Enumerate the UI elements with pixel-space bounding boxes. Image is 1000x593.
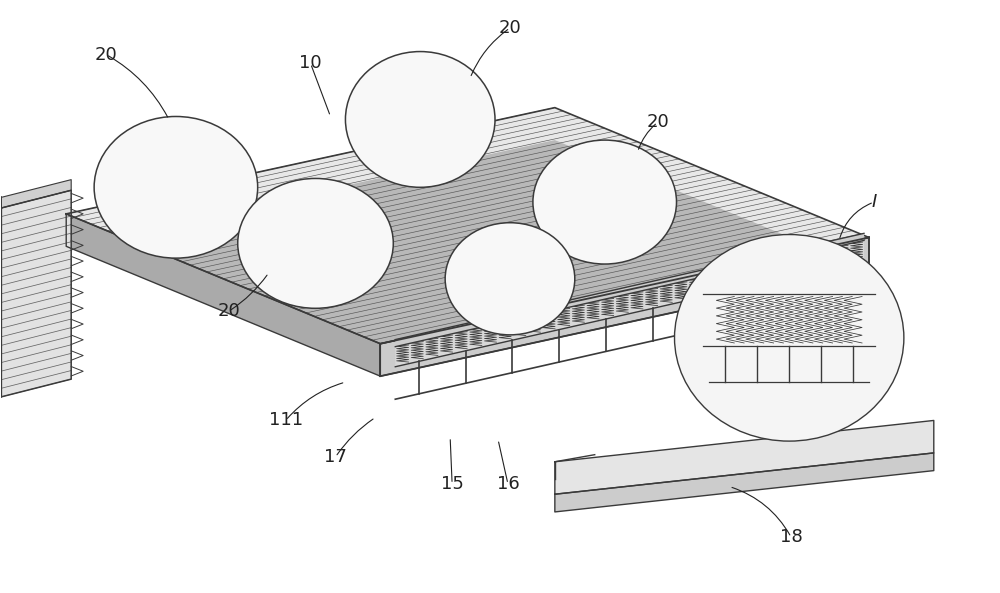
Text: 18: 18 <box>780 528 803 546</box>
Ellipse shape <box>345 52 495 187</box>
Polygon shape <box>380 237 869 376</box>
Polygon shape <box>66 214 380 376</box>
Text: 20: 20 <box>499 19 521 37</box>
Polygon shape <box>395 234 864 347</box>
Text: 16: 16 <box>497 475 519 493</box>
Ellipse shape <box>533 140 677 264</box>
Polygon shape <box>66 107 869 344</box>
Text: I: I <box>871 193 877 211</box>
Text: 20: 20 <box>95 46 117 63</box>
Text: 111: 111 <box>269 412 303 429</box>
Text: 17: 17 <box>324 448 347 466</box>
Polygon shape <box>395 240 864 366</box>
Polygon shape <box>66 140 869 376</box>
Ellipse shape <box>94 116 258 258</box>
Ellipse shape <box>445 223 575 335</box>
Ellipse shape <box>238 178 393 308</box>
Polygon shape <box>555 420 934 494</box>
Polygon shape <box>1 190 71 397</box>
Polygon shape <box>1 180 71 208</box>
Polygon shape <box>555 453 934 512</box>
Ellipse shape <box>675 234 904 441</box>
Text: 20: 20 <box>217 302 240 320</box>
Text: 15: 15 <box>441 475 464 493</box>
Text: 10: 10 <box>299 55 322 72</box>
Text: 20: 20 <box>646 113 669 132</box>
